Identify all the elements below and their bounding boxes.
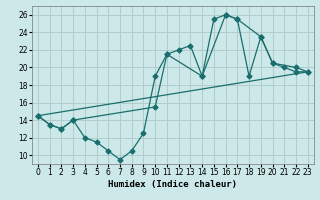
X-axis label: Humidex (Indice chaleur): Humidex (Indice chaleur) — [108, 180, 237, 189]
